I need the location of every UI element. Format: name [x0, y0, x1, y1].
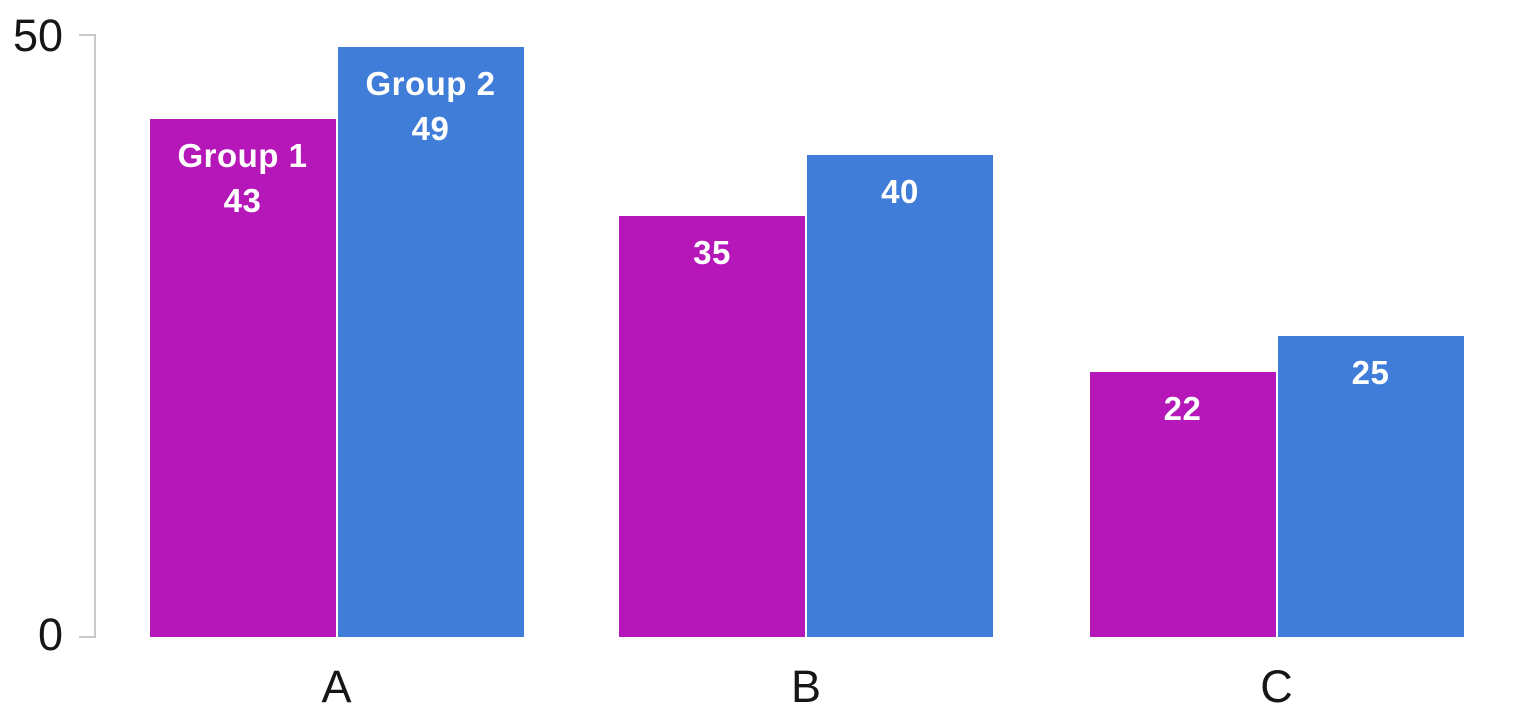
x-axis-label-B: B: [790, 661, 822, 712]
bar-value-label: 40: [881, 173, 919, 210]
bar-label: 40: [807, 155, 993, 214]
bar-label: 22: [1090, 372, 1276, 431]
bar-group-2-c: 25: [1277, 336, 1464, 637]
y-axis-tick-label-50: 50: [12, 10, 63, 61]
bar-value-label: 43: [223, 182, 262, 219]
bar-group-1-c: 22: [1089, 372, 1276, 637]
bar-value-label: 35: [693, 234, 731, 271]
y-axis-tick-bottom: [79, 636, 96, 638]
series-name-label: Group 2: [365, 65, 496, 102]
bar-value-label: 22: [1163, 390, 1202, 427]
bar-label: Group 2 49: [338, 47, 524, 151]
bar-value-label: 49: [411, 110, 450, 147]
y-axis-line: [94, 34, 96, 638]
bar-group-2-a: Group 2 49: [337, 47, 524, 637]
bar-group-1-a: Group 1 43: [149, 119, 336, 637]
bar-label: 25: [1278, 336, 1464, 395]
bar-label: 35: [619, 216, 805, 275]
bar-label: Group 1 43: [150, 119, 336, 223]
series-name-label: Group 1: [177, 137, 308, 174]
bar-value-label: 25: [1351, 354, 1390, 391]
bar-group-2-b: 40: [807, 155, 993, 637]
y-axis-tick-top: [79, 34, 96, 36]
bar-group-1-b: 35: [619, 216, 805, 637]
x-axis-label-A: A: [321, 661, 352, 712]
y-axis-tick-label-0: 0: [37, 609, 63, 660]
x-axis-label-C: C: [1260, 661, 1293, 712]
